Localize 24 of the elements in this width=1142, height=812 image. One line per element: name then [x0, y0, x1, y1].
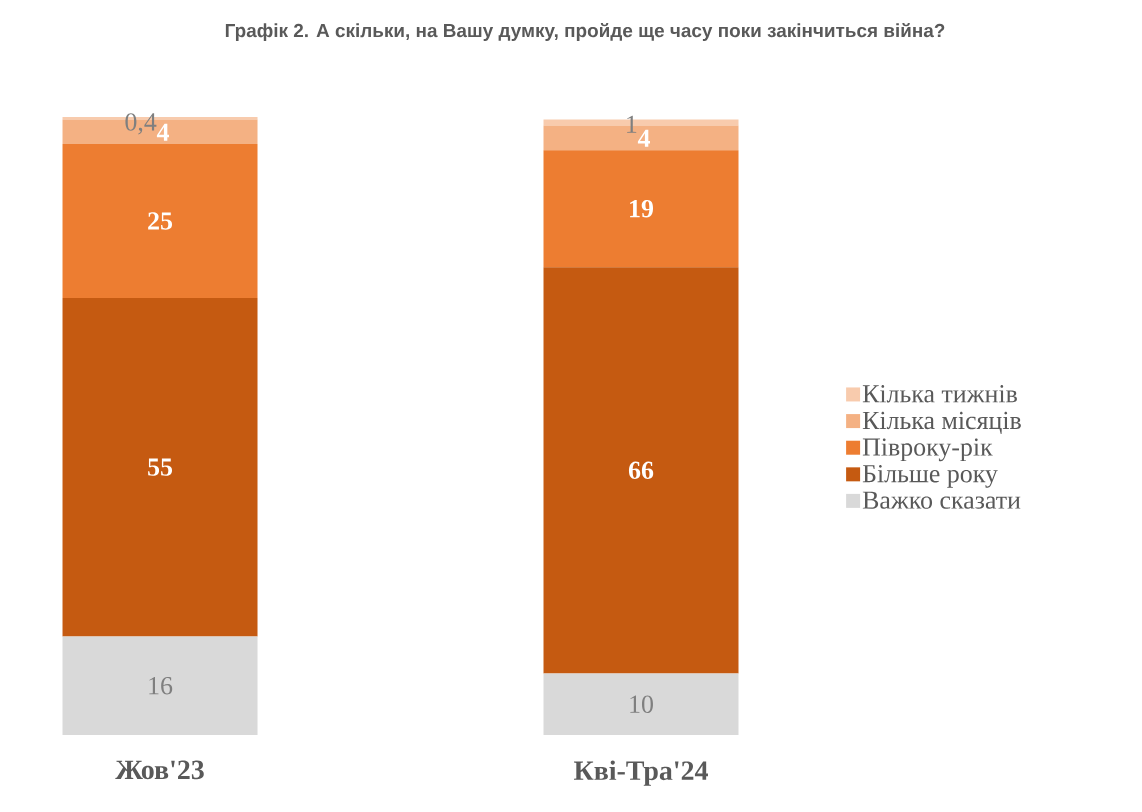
data-label: 1 [627, 115, 637, 133]
data-label: 4 [156, 123, 170, 141]
data-label: 4 [637, 129, 650, 147]
bar [62, 297, 258, 637]
x-tick-label: Кві-Тра'24 [574, 760, 708, 786]
legend-label: Півроку-рік [862, 438, 993, 462]
bar [543, 150, 739, 268]
bar [543, 673, 739, 735]
chart-title: Графік 2. А скільки, на Вашу думку, пройде ще часу поки закінчиться війна? [225, 22, 945, 41]
bar [62, 636, 258, 735]
data-label: 19 [630, 199, 654, 218]
x-tick-label: Жов'23 [115, 760, 204, 780]
data-label: 66 [628, 461, 654, 479]
data-label: 0,4 [125, 113, 157, 135]
data-label: 25 [148, 212, 173, 230]
legend-label: Кілька тижнів [862, 385, 1017, 403]
bar [62, 144, 258, 298]
data-label: 55 [148, 458, 173, 476]
legend-label: Важко сказати [862, 491, 1021, 509]
data-label: 10 [630, 695, 653, 713]
bar [543, 267, 739, 674]
data-label: 16 [149, 677, 173, 695]
legend-label: Кілька місяців [862, 411, 1021, 434]
legend-label: Більше року [862, 465, 998, 488]
